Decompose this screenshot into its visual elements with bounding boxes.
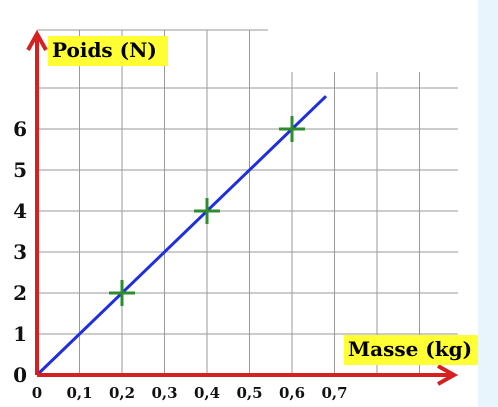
x-axis-arrow (437, 364, 459, 386)
series-line (35, 95, 328, 377)
x-tick-label: 0,4 (194, 384, 220, 402)
y-axis-title-bg (48, 36, 168, 66)
data-point (194, 198, 220, 224)
x-tick-label: 0,6 (279, 384, 305, 402)
axes (26, 29, 459, 386)
x-tick-label: 0 (32, 384, 42, 402)
ticks: 0 1 2 3 4 5 6 0 0,1 0,2 0,3 0,4 0,5 0,6 0,7 (13, 117, 347, 402)
data-point (109, 280, 135, 306)
y-axis-arrow (26, 29, 48, 51)
weight-mass-chart: 0 1 2 3 4 5 6 0 0,1 0,2 0,3 0,4 0,5 0,6 0,7 Poids (N) … (13, 29, 478, 402)
y-tick-label: 2 (13, 281, 27, 305)
y-tick-label: 4 (13, 199, 27, 223)
y-axis-title: Poids (N) (52, 38, 157, 62)
axis-titles: Poids (N) Masse (kg) (48, 36, 478, 365)
x-axis-title-bg (344, 335, 478, 365)
x-tick-label: 0,3 (151, 384, 177, 402)
x-tick-label: 0,5 (236, 384, 262, 402)
y-tick-label: 3 (13, 240, 27, 264)
x-tick-label: 0,2 (109, 384, 135, 402)
x-tick-label: 0,1 (66, 384, 92, 402)
markers-layer (109, 116, 305, 306)
grid (37, 29, 458, 376)
series-layer (35, 95, 328, 377)
data-point (279, 116, 305, 142)
y-tick-label: 5 (13, 158, 27, 182)
y-tick-label: 0 (13, 363, 27, 387)
x-axis-title: Masse (kg) (348, 337, 472, 361)
y-tick-label: 1 (13, 322, 27, 346)
x-tick-label: 0,7 (321, 384, 347, 402)
side-panel (478, 0, 498, 407)
y-tick-label: 6 (13, 117, 27, 141)
